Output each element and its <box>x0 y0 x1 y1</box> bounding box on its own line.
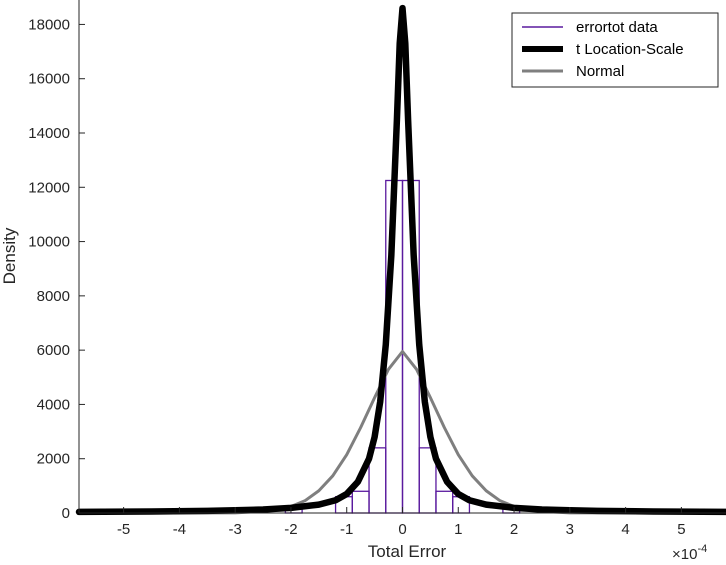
x-tick-label: 1 <box>454 521 462 538</box>
y-tick-label: 12000 <box>28 179 70 196</box>
x-axis-label: Total Error <box>368 542 447 561</box>
y-tick-label: 10000 <box>28 234 70 251</box>
y-tick-label: 4000 <box>37 396 70 413</box>
series-line-normal <box>77 350 726 515</box>
y-tick-label: 6000 <box>37 342 70 359</box>
legend-label-errortot: errortot data <box>576 19 658 36</box>
y-tick-label: 0 <box>62 505 70 522</box>
legend-label-normal: Normal <box>576 63 624 80</box>
legend-label-t-location-scale: t Location-Scale <box>576 41 684 58</box>
y-axis-label: Density <box>0 227 19 284</box>
normal-curve-layer <box>77 350 726 515</box>
x-exponent-power: -4 <box>697 543 707 555</box>
y-tick-label: 16000 <box>28 71 70 88</box>
x-tick-label: -4 <box>173 521 186 538</box>
x-exponent-label: ×10-4 <box>672 543 707 563</box>
legend: errortot data t Location-Scale Normal <box>511 12 719 88</box>
y-tick-label: 18000 <box>28 16 70 33</box>
x-tick-label: -2 <box>284 521 297 538</box>
y-tick-label: 2000 <box>37 451 70 468</box>
x-exponent-base: ×10 <box>672 546 697 563</box>
y-tick-label: 8000 <box>37 288 70 305</box>
t-location-scale-curve-layer <box>75 4 726 516</box>
x-tick-label: 5 <box>677 521 685 538</box>
x-tick-label: -5 <box>117 521 130 538</box>
ticks-layer: -5 -4 -3 -2 -1 0 1 2 3 4 5 0 2000 4000 6000 8000 10000 12… <box>28 16 685 538</box>
x-tick-label: 0 <box>398 521 406 538</box>
x-tick-label: 3 <box>566 521 574 538</box>
y-tick-label: 14000 <box>28 125 70 142</box>
x-tick-label: 4 <box>621 521 629 538</box>
x-tick-label: -1 <box>340 521 353 538</box>
series-line-t-location-scale <box>75 4 726 516</box>
x-tick-label: 2 <box>510 521 518 538</box>
x-tick-label: -3 <box>229 521 242 538</box>
